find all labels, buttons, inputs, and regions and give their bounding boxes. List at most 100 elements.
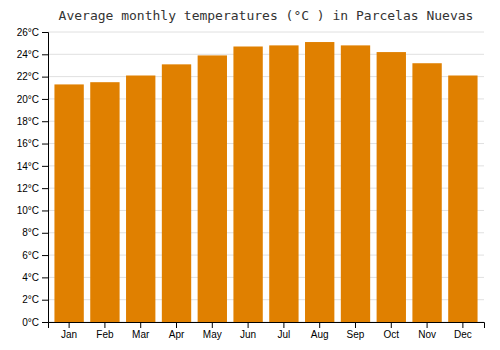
x-tick: Aug — [311, 322, 329, 340]
x-tick-mark — [391, 322, 392, 328]
bars — [54, 42, 477, 322]
y-axis-line — [42, 33, 49, 323]
y-tick: 12°C — [17, 183, 48, 194]
y-tick-mark — [42, 277, 48, 278]
y-tick: 4°C — [22, 272, 48, 283]
bar — [448, 76, 477, 323]
y-tick: 10°C — [17, 205, 48, 216]
y-tick: 0°C — [22, 317, 48, 328]
bar — [162, 64, 191, 322]
grid — [48, 32, 484, 322]
x-tick-mark — [462, 322, 463, 328]
y-tick-label: 26°C — [17, 27, 39, 38]
y-tick-mark — [42, 322, 48, 323]
grid-line — [48, 54, 484, 55]
y-tick: 22°C — [17, 71, 48, 82]
y-tick: 26°C — [17, 27, 48, 38]
bar — [341, 45, 370, 322]
x-tick-mark — [176, 322, 177, 328]
x-tick: Jul — [277, 322, 290, 340]
x-tick-label: Aug — [311, 329, 329, 340]
bar — [269, 45, 298, 322]
x-tick-mark — [283, 322, 284, 328]
y-tick-mark — [42, 32, 48, 33]
x-tick-mark — [212, 322, 213, 328]
x-tick-label: Sep — [347, 329, 365, 340]
y-tick-mark — [42, 166, 48, 167]
y-tick-label: 8°C — [22, 227, 39, 238]
y-axis: 0°C 2°C 4°C 6°C 8°C 10°C 12°C 14°C 16°C 18°C 20°C 2… — [17, 27, 49, 328]
y-tick-label: 6°C — [22, 250, 39, 261]
x-tick: Jan — [61, 322, 77, 340]
y-tick-mark — [42, 300, 48, 301]
x-tick-label: Jan — [61, 329, 77, 340]
x-tick-label: Jun — [240, 329, 256, 340]
y-tick-label: 18°C — [17, 116, 39, 127]
x-tick: Feb — [96, 322, 114, 340]
x-tick: Oct — [384, 322, 400, 340]
x-tick-label: Oct — [384, 329, 400, 340]
x-tick-label: Jul — [277, 329, 290, 340]
x-axis: Jan Feb Mar Apr May Jun Jul Aug Sep Oct Nov Dec — [49, 322, 485, 340]
x-tick-label: Dec — [454, 329, 472, 340]
bar — [198, 55, 227, 322]
x-tick: Jun — [240, 322, 256, 340]
x-tick-mark — [427, 322, 428, 328]
x-tick: Mar — [132, 322, 150, 340]
y-tick-mark — [42, 54, 48, 55]
y-tick-mark — [42, 255, 48, 256]
grid-line — [48, 32, 484, 33]
bar — [54, 84, 83, 322]
chart: 0°C 2°C 4°C 6°C 8°C 10°C 12°C 14°C 16°C 18°C 20°C 2… — [0, 0, 500, 350]
y-tick: 24°C — [17, 49, 48, 60]
x-tick-label: Apr — [169, 329, 185, 340]
y-tick: 2°C — [22, 294, 48, 305]
y-tick-mark — [42, 77, 48, 78]
bar — [90, 82, 119, 322]
x-tick-label: Nov — [418, 329, 436, 340]
x-tick-mark — [248, 322, 249, 328]
y-tick: 8°C — [22, 227, 48, 238]
y-tick: 18°C — [17, 116, 48, 127]
y-tick-label: 4°C — [22, 272, 39, 283]
y-tick-label: 12°C — [17, 183, 39, 194]
x-tick: Nov — [418, 322, 436, 340]
x-tick: Dec — [454, 322, 472, 340]
bar — [412, 63, 441, 322]
y-tick-label: 0°C — [22, 317, 39, 328]
x-tick-mark — [69, 322, 70, 328]
y-tick-mark — [42, 188, 48, 189]
y-tick-mark — [42, 233, 48, 234]
x-tick-mark — [104, 322, 105, 328]
y-tick: 20°C — [17, 94, 48, 105]
x-tick-label: Mar — [132, 329, 150, 340]
bar — [305, 42, 334, 322]
y-tick-label: 16°C — [17, 138, 39, 149]
y-tick-label: 24°C — [17, 49, 39, 60]
plot: 0°C 2°C 4°C 6°C 8°C 10°C 12°C 14°C 16°C 18°C 20°C 2… — [17, 27, 485, 340]
x-tick: May — [203, 322, 222, 340]
y-tick-mark — [42, 121, 48, 122]
y-tick-mark — [42, 144, 48, 145]
y-tick-label: 10°C — [17, 205, 39, 216]
x-tick-mark — [355, 322, 356, 328]
y-tick: 14°C — [17, 161, 48, 172]
y-tick: 16°C — [17, 138, 48, 149]
y-tick-label: 20°C — [17, 94, 39, 105]
bar — [377, 52, 406, 322]
y-tick: 6°C — [22, 250, 48, 261]
x-tick-mark — [140, 322, 141, 328]
y-tick-mark — [42, 210, 48, 211]
x-tick-mark — [319, 322, 320, 328]
y-tick-label: 14°C — [17, 161, 39, 172]
y-tick-mark — [42, 99, 48, 100]
bar — [126, 76, 155, 323]
x-tick-label: Feb — [96, 329, 114, 340]
x-tick: Sep — [347, 322, 365, 340]
x-tick-label: May — [203, 329, 222, 340]
title: Average monthly temperatures (°C ) in Pa… — [59, 8, 474, 23]
bar — [233, 47, 262, 323]
y-tick-label: 2°C — [22, 294, 39, 305]
x-tick: Apr — [169, 322, 185, 340]
y-tick-label: 22°C — [17, 71, 39, 82]
